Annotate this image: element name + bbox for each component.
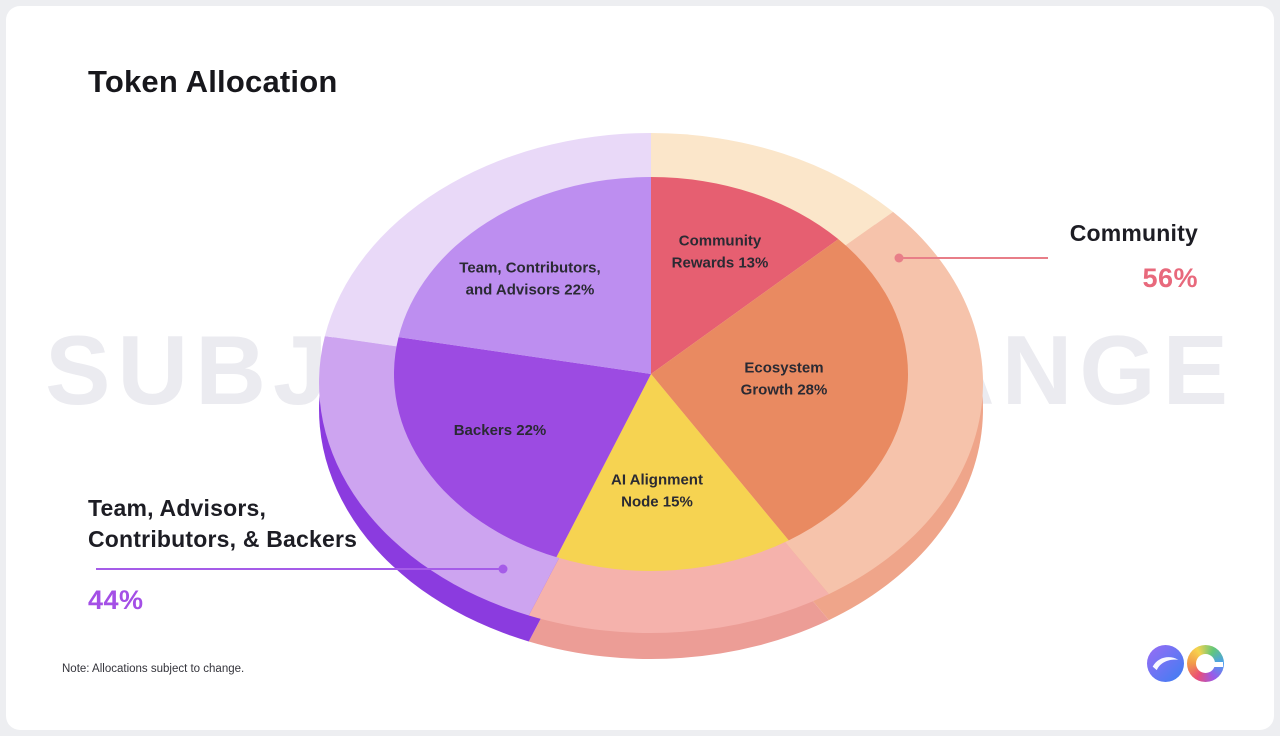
callout-community: Community 56% xyxy=(1070,218,1198,294)
slice-label-line: AI Alignment xyxy=(611,471,703,489)
token-allocation-pie-chart xyxy=(96,133,1048,659)
pie-slice-2 xyxy=(556,374,789,571)
pie-slice-3 xyxy=(394,337,651,558)
brand-logo xyxy=(1147,645,1224,682)
gradient-ring-g-icon xyxy=(1187,645,1224,682)
slice-label-line: Node 15% xyxy=(621,493,693,510)
callout-team-group-value: 44% xyxy=(88,585,144,616)
pie-slice-4 xyxy=(398,177,651,374)
footnote: Note: Allocations subject to change. xyxy=(62,663,245,675)
slice-label-team-contributors-advisors: Team, Contributors, and Advisors 22% xyxy=(415,257,645,301)
callout-community-value: 56% xyxy=(1142,263,1198,294)
swirl-globe-icon xyxy=(1147,645,1184,682)
callout-team-group: Team, Advisors, Contributors, & Backers … xyxy=(88,493,357,616)
slice-label-ai-alignment-node: AI Alignment Node 15% xyxy=(572,469,742,513)
callout-community-label: Community xyxy=(1069,220,1198,246)
callout-team-line: Contributors, & Backers xyxy=(88,526,358,553)
slide-card: Token Allocation SUBJECT TO CHANGE Commu… xyxy=(6,6,1274,730)
page-title: Token Allocation xyxy=(88,64,338,99)
slice-label-backers: Backers 22% xyxy=(415,420,585,442)
slice-label-line: Ecosystem xyxy=(744,359,824,377)
slice-label-line: Team, Contributors, xyxy=(459,259,601,277)
slice-label-line: Community xyxy=(678,232,762,250)
leader-community-dot xyxy=(894,253,904,263)
slice-label-line: Growth 28% xyxy=(740,381,828,398)
slice-label-line: Rewards 13% xyxy=(671,254,769,271)
leader-team-dot xyxy=(498,564,508,574)
slice-label-ecosystem-growth: Ecosystem Growth 28% xyxy=(704,357,864,401)
callout-team-group-label: Team, Advisors, Contributors, & Backers xyxy=(88,493,357,555)
pie-slice-1 xyxy=(651,239,908,541)
callout-team-line: Team, Advisors, xyxy=(88,495,267,521)
slice-label-community-rewards: Community Rewards 13% xyxy=(630,230,810,274)
slice-label-line: Backers 22% xyxy=(453,422,547,440)
slice-label-line: and Advisors 22% xyxy=(465,281,595,298)
pie-slice-0 xyxy=(651,177,839,374)
